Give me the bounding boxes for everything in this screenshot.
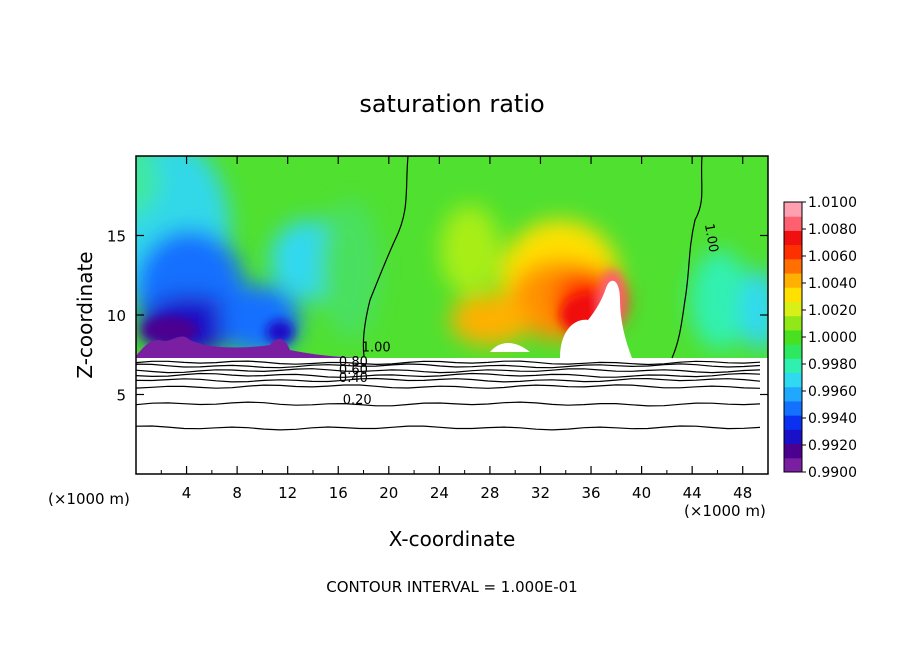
contour-line-7 (136, 425, 761, 431)
colorbar-label-10: 0.9900 (808, 465, 857, 481)
colorbar-swatch-0 (784, 457, 802, 473)
contour-label-2: 0.80 (339, 355, 368, 370)
contour-line-5 (136, 384, 761, 389)
colorbar-label-5: 1.0000 (808, 330, 857, 346)
colorbar-swatch-3 (784, 415, 802, 430)
x-tick-label-48: 48 (733, 484, 752, 502)
plot-area: 1.001.000.800.600.400.20 (135, 155, 769, 475)
contour-label-5: 0.20 (343, 393, 372, 408)
colorbar-swatch-6 (784, 372, 802, 388)
contour-label-3: 0.60 (339, 363, 368, 378)
contour-interval-footer: CONTOUR INTERVAL = 1.000E-01 (326, 578, 577, 596)
colorbar-swatch-14 (784, 258, 802, 274)
contour-line-4 (136, 377, 761, 383)
contour-label-0: 1.00 (362, 341, 391, 356)
x-axis: 4 8 12 16 20 24 28 32 36 40 44 48 (160, 156, 752, 502)
colorbar-label-0: 1.0100 (808, 195, 857, 211)
x-tick-label-36: 36 (581, 484, 600, 502)
colorbar-swatch-12 (784, 287, 802, 302)
unsaturated-region (136, 280, 768, 474)
y-axis-label: Z-coordinate (73, 251, 97, 378)
colorbar-swatch-13 (784, 273, 802, 288)
x-tick-label-16: 16 (329, 484, 348, 502)
contour-1-00-right (671, 156, 703, 359)
contour-lines (136, 156, 761, 431)
x-tick-label-28: 28 (480, 484, 499, 502)
contour-line-0 (136, 360, 761, 366)
contour-line-6 (136, 401, 761, 407)
x-tick-label-32: 32 (531, 484, 550, 502)
colorbar-swatch-8 (784, 344, 802, 359)
dry-fringe (136, 336, 360, 358)
contour-line-2 (136, 368, 761, 374)
colorbar-swatch-9 (784, 329, 802, 345)
x-axis-label: X-coordinate (389, 527, 516, 551)
x-tick-label-12: 12 (278, 484, 297, 502)
y-tick-label-10: 10 (107, 307, 126, 325)
colorbar-swatch-4 (784, 400, 802, 416)
contour-1-00-left (362, 156, 409, 357)
colorbar-swatch-15 (784, 244, 802, 260)
colorbar-swatch-1 (784, 443, 802, 459)
contour-line-1 (136, 363, 761, 369)
colorbar-swatch-11 (784, 301, 802, 317)
y-axis: 5 10 15 (107, 228, 768, 405)
colorbar-label-8: 0.9940 (808, 411, 857, 427)
contour-line-3 (136, 372, 761, 378)
chart-title: saturation ratio (359, 90, 544, 118)
colorbar: 1.0100 1.0080 1.0060 1.0040 1.0020 1.0000 0.99… (783, 195, 857, 481)
colorbar-swatch-2 (784, 429, 802, 445)
colorbar-label-9: 0.9920 (808, 438, 857, 454)
saturation-field (136, 156, 768, 474)
colorbar-swatch-7 (784, 358, 802, 374)
colorbar-swatch-18 (784, 202, 802, 217)
x-tick-label-44: 44 (683, 484, 702, 502)
x-tick-label-40: 40 (632, 484, 651, 502)
x-tick-label-20: 20 (379, 484, 398, 502)
colorbar-label-2: 1.0060 (808, 249, 857, 265)
colorbar-label-1: 1.0080 (808, 222, 857, 238)
colorbar-label-3: 1.0040 (808, 276, 857, 292)
y-tick-label-15: 15 (107, 228, 126, 246)
colorbar-swatch-17 (784, 216, 802, 231)
x-unit-right: (×1000 m) (684, 502, 766, 520)
colorbar-label-6: 0.9980 (808, 357, 857, 373)
x-unit-left: (×1000 m) (48, 490, 130, 508)
colorbar-swatch-10 (784, 315, 802, 331)
colorbar-swatch-5 (784, 386, 802, 402)
contour-label-group: 1.001.000.800.600.400.20 (339, 223, 721, 409)
colorbar-label-7: 0.9960 (808, 384, 857, 400)
colorbar-label-4: 1.0020 (808, 303, 857, 319)
y-tick-label-5: 5 (116, 387, 126, 405)
x-tick-label-4: 4 (182, 484, 192, 502)
colorbar-swatch-16 (784, 230, 802, 246)
x-tick-label-24: 24 (430, 484, 449, 502)
x-tick-label-8: 8 (232, 484, 242, 502)
contour-label-4: 0.40 (339, 371, 368, 386)
contour-label-1: 1.00 (701, 223, 721, 254)
